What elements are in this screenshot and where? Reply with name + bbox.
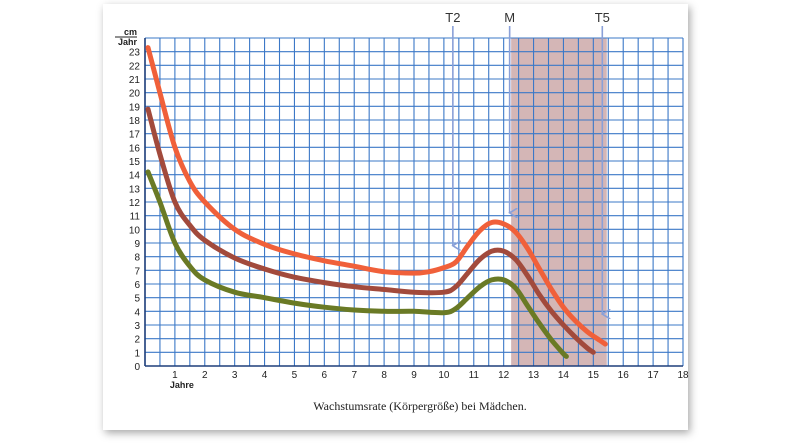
y-tick-label: 9: [134, 239, 140, 250]
marker-label-m: M: [504, 10, 515, 25]
marker-label-t2: T2: [445, 10, 460, 25]
marker-label-t5: T5: [595, 10, 610, 25]
y-axis-label-bottom: Jahr: [118, 37, 138, 47]
x-tick-label: 2: [202, 370, 208, 381]
y-tick-label: 18: [129, 116, 141, 127]
y-tick-label: 15: [129, 157, 141, 168]
y-tick-label: 1: [134, 348, 140, 359]
y-tick-label: 3: [134, 321, 140, 332]
y-tick-label: 21: [129, 75, 141, 86]
x-tick-label: 18: [677, 370, 689, 381]
x-tick-label: 1: [172, 370, 178, 381]
y-tick-label: 4: [134, 307, 140, 318]
growth-curve-series-1: [145, 45, 608, 347]
x-axis-label: Jahre: [170, 380, 194, 390]
y-tick-label: 7: [134, 266, 140, 277]
x-tick-label: 3: [232, 370, 238, 381]
y-axis-label-top: cm: [124, 27, 137, 37]
chart-title: Wachstumsrate (Körpergröße) bei Mädchen.: [313, 399, 527, 413]
x-tick-label: 16: [618, 370, 630, 381]
y-tick-label: 2: [134, 335, 140, 346]
x-tick-label: 15: [588, 370, 600, 381]
x-tick-label: 17: [648, 370, 660, 381]
y-tick-label: 12: [129, 198, 141, 209]
y-tick-label: 13: [129, 184, 141, 195]
x-tick-label: 7: [351, 370, 357, 381]
y-tick-label: 8: [134, 253, 140, 264]
x-tick-label: 4: [262, 370, 268, 381]
y-tick-label: 0: [134, 362, 140, 373]
x-tick-label: 13: [528, 370, 540, 381]
growth-curve-series-3: [145, 169, 569, 359]
y-tick-label: 19: [129, 102, 141, 113]
growth-curve-series-2: [145, 106, 596, 355]
x-tick-label: 11: [469, 370, 480, 381]
y-tick-label: 11: [130, 212, 141, 223]
x-tick-label: 10: [438, 370, 450, 381]
y-tick-label: 20: [129, 89, 141, 100]
y-tick-label: 23: [129, 48, 141, 59]
x-tick-label: 12: [498, 370, 510, 381]
y-tick-label: 6: [134, 280, 140, 291]
x-tick-label: 5: [292, 370, 298, 381]
x-tick-label: 8: [381, 370, 387, 381]
x-tick-label: 14: [558, 370, 570, 381]
y-tick-label: 10: [129, 225, 141, 236]
y-tick-label: 14: [129, 171, 141, 182]
x-tick-label: 6: [322, 370, 328, 381]
y-tick-label: 17: [129, 130, 141, 141]
x-tick-label: 9: [411, 370, 417, 381]
y-tick-label: 5: [134, 294, 140, 305]
y-tick-label: 16: [129, 143, 141, 154]
y-tick-label: 22: [129, 61, 141, 72]
